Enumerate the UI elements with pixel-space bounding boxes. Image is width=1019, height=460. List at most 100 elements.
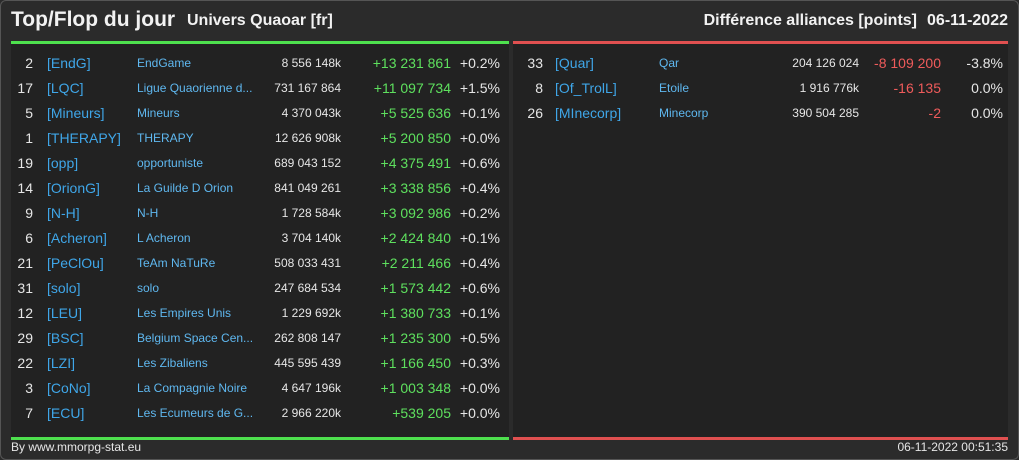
universe-subtitle: Univers Quaoar [fr] [187, 12, 333, 29]
table-row: 31 [solo] solo 247 684 534 +1 573 442 +0.6% [11, 276, 509, 301]
alliance-tag-link[interactable]: [LEU] [47, 305, 83, 321]
alliance-tag-link[interactable]: [MInecorp] [555, 105, 622, 121]
percent-cell: +0.0% [459, 380, 500, 396]
alliance-name-link[interactable]: L Acheron [137, 231, 191, 245]
percent-cell: +0.1% [459, 105, 500, 121]
rank-cell: 3 [25, 380, 33, 396]
alliance-name-link[interactable]: Les Ecumeurs de G... [137, 406, 254, 420]
difference-cell: +1 003 348 [380, 380, 451, 396]
percent-cell: +0.4% [459, 255, 500, 271]
alliance-tag-link[interactable]: [LQC] [47, 80, 84, 96]
points-cell: 204 126 024 [792, 56, 859, 70]
rank-cell: 19 [17, 155, 33, 171]
top-losers-panel: 33 [Quar] Qar 204 126 024 -8 109 200 -3.8% 8 [O… [513, 41, 1008, 440]
alliance-tag-link[interactable]: [CoNo] [47, 380, 91, 396]
alliance-name-link[interactable]: EndGame [137, 56, 192, 70]
difference-cell: +1 235 300 [380, 330, 451, 346]
alliance-tag-link[interactable]: [Mineurs] [47, 105, 105, 121]
points-cell: 4 647 196k [281, 381, 341, 395]
alliance-tag-link[interactable]: [OrionG] [47, 180, 100, 196]
points-cell: 8 556 148k [281, 56, 341, 70]
table-row: 17 [LQC] Ligue Quaorienne d... 731 167 864 +… [11, 76, 509, 101]
table-row: 29 [BSC] Belgium Space Cen... 262 808 147 +1… [11, 326, 509, 351]
alliance-tag-link[interactable]: [N-H] [47, 205, 80, 221]
table-row: 8 [Of_TrolL] Etoile 1 916 776k -16 135 0.0% [513, 76, 1008, 101]
alliance-name-link[interactable]: opportuniste [137, 156, 204, 170]
table-row: 19 [opp] opportuniste 689 043 152 +4 375 491… [11, 151, 509, 176]
rank-cell: 31 [17, 280, 33, 296]
percent-cell: +0.0% [459, 130, 500, 146]
points-cell: 247 684 534 [274, 281, 341, 295]
rank-cell: 29 [17, 330, 33, 346]
percent-cell: +0.1% [459, 305, 500, 321]
rank-cell: 1 [25, 130, 33, 146]
percent-cell: +0.4% [459, 180, 500, 196]
rank-cell: 12 [17, 305, 33, 321]
points-cell: 445 595 439 [274, 356, 341, 370]
points-cell: 390 504 285 [792, 106, 859, 120]
alliance-name-link[interactable]: La Compagnie Noire [137, 381, 248, 395]
table-row: 33 [Quar] Qar 204 126 024 -8 109 200 -3.8% [513, 51, 1008, 76]
table-row: 14 [OrionG] La Guilde D Orion 841 049 261 +3… [11, 176, 509, 201]
alliance-name-link[interactable]: Les Zibaliens [137, 356, 208, 370]
points-cell: 1 728 584k [281, 206, 341, 220]
table-row: 2 [EndG] EndGame 8 556 148k +13 231 861 +0.2% [11, 51, 509, 76]
percent-cell: +0.0% [459, 405, 500, 421]
alliance-tag-link[interactable]: [solo] [47, 280, 81, 296]
percent-cell: +0.6% [459, 155, 500, 171]
points-cell: 4 370 043k [281, 106, 341, 120]
rank-cell: 14 [17, 180, 33, 196]
header: Top/Flop du jour Univers Quaoar [fr] Dif… [1, 1, 1018, 41]
rank-cell: 7 [25, 405, 33, 421]
alliance-tag-link[interactable]: [opp] [47, 155, 79, 171]
alliance-tag-link[interactable]: [Acheron] [47, 230, 107, 246]
table-row: 5 [Mineurs] Mineurs 4 370 043k +5 525 636 +0.… [11, 101, 509, 126]
alliance-name-link[interactable]: solo [137, 281, 160, 295]
alliance-name-link[interactable]: La Guilde D Orion [137, 181, 234, 195]
rank-cell: 17 [17, 80, 33, 96]
alliance-tag-link[interactable]: [THERAPY] [47, 130, 121, 146]
percent-cell: +0.2% [459, 55, 500, 71]
difference-cell: +11 097 734 [373, 80, 451, 96]
alliance-name-link[interactable]: Les Empires Unis [137, 306, 232, 320]
alliance-tag-link[interactable]: [Quar] [555, 55, 594, 71]
difference-cell: +3 092 986 [380, 205, 451, 221]
alliance-name-link[interactable]: Belgium Space Cen... [137, 331, 254, 345]
difference-cell: +1 380 733 [380, 305, 451, 321]
alliance-tag-link[interactable]: [PeClOu] [47, 255, 104, 271]
points-cell: 3 704 140k [281, 231, 341, 245]
alliance-tag-link[interactable]: [LZI] [47, 355, 76, 371]
points-cell: 1 916 776k [799, 81, 859, 95]
alliance-name-link[interactable]: Mineurs [137, 106, 180, 120]
table-row: 1 [THERAPY] THERAPY 12 626 908k +5 200 850 +0… [11, 126, 509, 151]
alliance-name-link[interactable]: THERAPY [137, 131, 194, 145]
alliance-name-link[interactable]: Ligue Quaorienne d... [137, 81, 253, 95]
alliance-name-link[interactable]: N-H [137, 206, 159, 220]
points-cell: 731 167 864 [274, 81, 341, 95]
alliance-name-link[interactable]: Etoile [659, 81, 690, 95]
header-date: 06-11-2022 [927, 12, 1008, 29]
alliance-name-link[interactable]: Qar [659, 56, 680, 70]
difference-cell: +5 525 636 [380, 105, 451, 121]
points-cell: 2 966 220k [281, 406, 341, 420]
footer-source: By www.mmorpg-stat.eu [11, 440, 142, 454]
alliance-tag-link[interactable]: [ECU] [47, 405, 85, 421]
alliance-name-link[interactable]: TeAm NaTuRe [137, 256, 216, 270]
alliance-name-link[interactable]: Minecorp [659, 106, 709, 120]
table-row: 22 [LZI] Les Zibaliens 445 595 439 +1 166 45… [11, 351, 509, 376]
difference-cell: -2 [928, 105, 941, 121]
table-row: 3 [CoNo] La Compagnie Noire 4 647 196k +1 00… [11, 376, 509, 401]
rank-cell: 5 [25, 105, 33, 121]
difference-cell: -8 109 200 [874, 55, 941, 71]
alliance-tag-link[interactable]: [BSC] [47, 330, 84, 346]
points-cell: 508 033 431 [274, 256, 341, 270]
top-gainers-panel: 2 [EndG] EndGame 8 556 148k +13 231 861 +0.2%… [11, 41, 509, 440]
rank-cell: 6 [25, 230, 33, 246]
percent-cell: +0.3% [459, 355, 500, 371]
alliance-tag-link[interactable]: [EndG] [47, 55, 91, 71]
page-title: Top/Flop du jour [11, 8, 176, 31]
alliance-tag-link[interactable]: [Of_TrolL] [555, 80, 617, 96]
difference-cell: +13 231 861 [372, 55, 451, 71]
table-row: 9 [N-H] N-H 1 728 584k +3 092 986 +0.2% [11, 201, 509, 226]
percent-cell: +0.5% [459, 330, 500, 346]
